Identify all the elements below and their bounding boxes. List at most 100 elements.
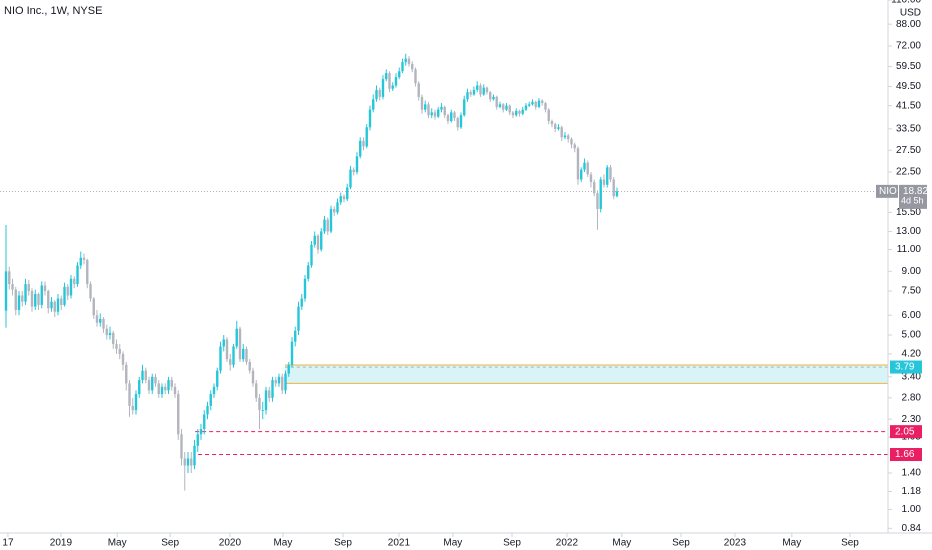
y-tick-label: 1.00 [902, 504, 922, 515]
candle-body [92, 298, 95, 316]
candle-body [528, 104, 531, 106]
candle-body [147, 380, 151, 391]
candle-body [459, 115, 463, 128]
x-tick-label: Sep [161, 538, 179, 549]
last-price: 18.82 [903, 186, 928, 197]
candle-body [518, 111, 521, 114]
candle-body [180, 434, 183, 459]
candle-body [612, 179, 615, 197]
candle-body [284, 373, 287, 391]
candle-body [115, 344, 118, 349]
candle-body [66, 286, 69, 296]
candle-body [294, 330, 297, 342]
level-label-box [890, 448, 922, 462]
y-tick-label: 0.84 [902, 523, 922, 534]
candle-body [576, 148, 580, 180]
candle-body [287, 364, 290, 374]
candle-body [495, 96, 498, 107]
y-tick-label: 1.18 [902, 486, 922, 497]
candle-body [420, 96, 424, 110]
y-tick-label: 22.50 [896, 167, 921, 178]
candle-body [463, 99, 466, 116]
candle-body [69, 278, 73, 296]
candle-body [388, 73, 391, 89]
candle-body [469, 92, 472, 95]
candle-body [53, 301, 56, 312]
candle-body [398, 71, 401, 78]
candle-body [8, 271, 11, 285]
candle-body [108, 332, 112, 336]
candle-body [498, 104, 502, 107]
countdown: 4d 5h [901, 196, 924, 206]
zone-label-box [890, 360, 922, 374]
candle-body [411, 63, 414, 70]
candle-body [157, 383, 160, 395]
candle-body [245, 348, 248, 362]
candle-body [485, 87, 489, 93]
candle-body [537, 100, 541, 107]
candle-body [170, 380, 173, 387]
candle-body [557, 127, 560, 129]
candle-body [17, 295, 21, 310]
candle-body [238, 328, 242, 360]
candle-body [219, 346, 222, 371]
candle-body [40, 285, 43, 305]
y-tick-label: 33.50 [896, 124, 921, 135]
candle-body [56, 298, 60, 312]
y-tick-label: 13.00 [896, 226, 921, 237]
x-tick-label: 2023 [724, 538, 747, 549]
candle-body [160, 386, 164, 395]
candle-body [479, 85, 482, 95]
candle-body [190, 458, 193, 466]
candle-body [352, 169, 355, 172]
candle-body [505, 105, 508, 110]
candle-body [440, 106, 443, 110]
candle-body [63, 286, 66, 305]
candle-body [128, 383, 131, 406]
candle-body [550, 121, 554, 125]
x-tick-label: Sep [503, 538, 521, 549]
candle-body [225, 339, 229, 360]
candle-body [401, 62, 404, 72]
candle-body [144, 370, 147, 381]
candle-body [297, 306, 300, 331]
candle-body [193, 445, 196, 466]
candle-body [544, 103, 547, 110]
y-tick-label: 11.00 [897, 244, 922, 255]
candle-body [89, 284, 92, 299]
y-tick-label: 9.00 [902, 266, 922, 277]
candle-body [430, 112, 433, 116]
candle-body [492, 96, 495, 100]
candle-body [433, 112, 437, 117]
candle-body [339, 196, 342, 203]
x-tick-label: May [782, 538, 801, 549]
candle-body [151, 376, 154, 391]
candle-body [508, 105, 511, 113]
y-tick-label: 72.00 [896, 41, 921, 52]
candle-body [164, 386, 167, 391]
candle-body [524, 105, 528, 110]
candle-body [541, 100, 544, 104]
x-tick-label: 2020 [219, 538, 242, 549]
candle-body [342, 196, 346, 200]
x-tick-label: May [273, 538, 292, 549]
candle-body [511, 112, 515, 116]
y-tick-label: 3.40 [902, 371, 922, 382]
candle-body [82, 257, 86, 260]
candle-body [229, 359, 232, 365]
y-tick-label: 7.50 [902, 286, 922, 297]
candle-body [27, 284, 30, 292]
candle-body [414, 69, 417, 84]
candle-body [121, 353, 125, 365]
plot-area [0, 53, 889, 491]
y-tick-label: 6.00 [902, 310, 922, 321]
candle-body [248, 361, 251, 371]
candle-body [349, 169, 352, 188]
candle-body [417, 83, 420, 97]
candle-body [268, 390, 271, 398]
candle-body [303, 278, 307, 299]
candle-body [450, 112, 453, 122]
candle-body [443, 106, 446, 116]
candle-body [394, 77, 398, 86]
candle-body [567, 135, 570, 140]
